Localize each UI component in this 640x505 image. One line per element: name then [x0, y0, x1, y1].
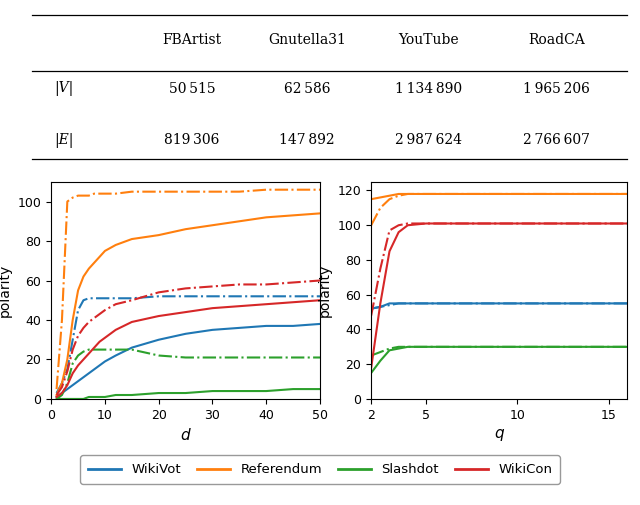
Y-axis label: polarity: polarity — [0, 264, 12, 317]
Legend: WikiVot, Referendum, Slashdot, WikiCon: WikiVot, Referendum, Slashdot, WikiCon — [80, 455, 560, 484]
X-axis label: $q$: $q$ — [493, 427, 505, 443]
Y-axis label: polarity: polarity — [318, 264, 332, 317]
Text: |E|: |E| — [54, 133, 74, 148]
Text: 819 306: 819 306 — [164, 133, 220, 147]
Text: 50 515: 50 515 — [169, 82, 215, 96]
Text: 1 134 890: 1 134 890 — [396, 82, 462, 96]
Text: FBArtist: FBArtist — [163, 33, 221, 46]
Text: 2 766 607: 2 766 607 — [524, 133, 590, 147]
Text: RoadCA: RoadCA — [529, 33, 585, 46]
X-axis label: $d$: $d$ — [180, 427, 191, 443]
Text: |V|: |V| — [54, 81, 74, 96]
Text: 1 965 206: 1 965 206 — [524, 82, 590, 96]
Text: Gnutella31: Gnutella31 — [268, 33, 346, 46]
Text: 147 892: 147 892 — [280, 133, 335, 147]
Text: 62 586: 62 586 — [284, 82, 330, 96]
Text: 2 987 624: 2 987 624 — [396, 133, 462, 147]
Text: YouTube: YouTube — [399, 33, 459, 46]
